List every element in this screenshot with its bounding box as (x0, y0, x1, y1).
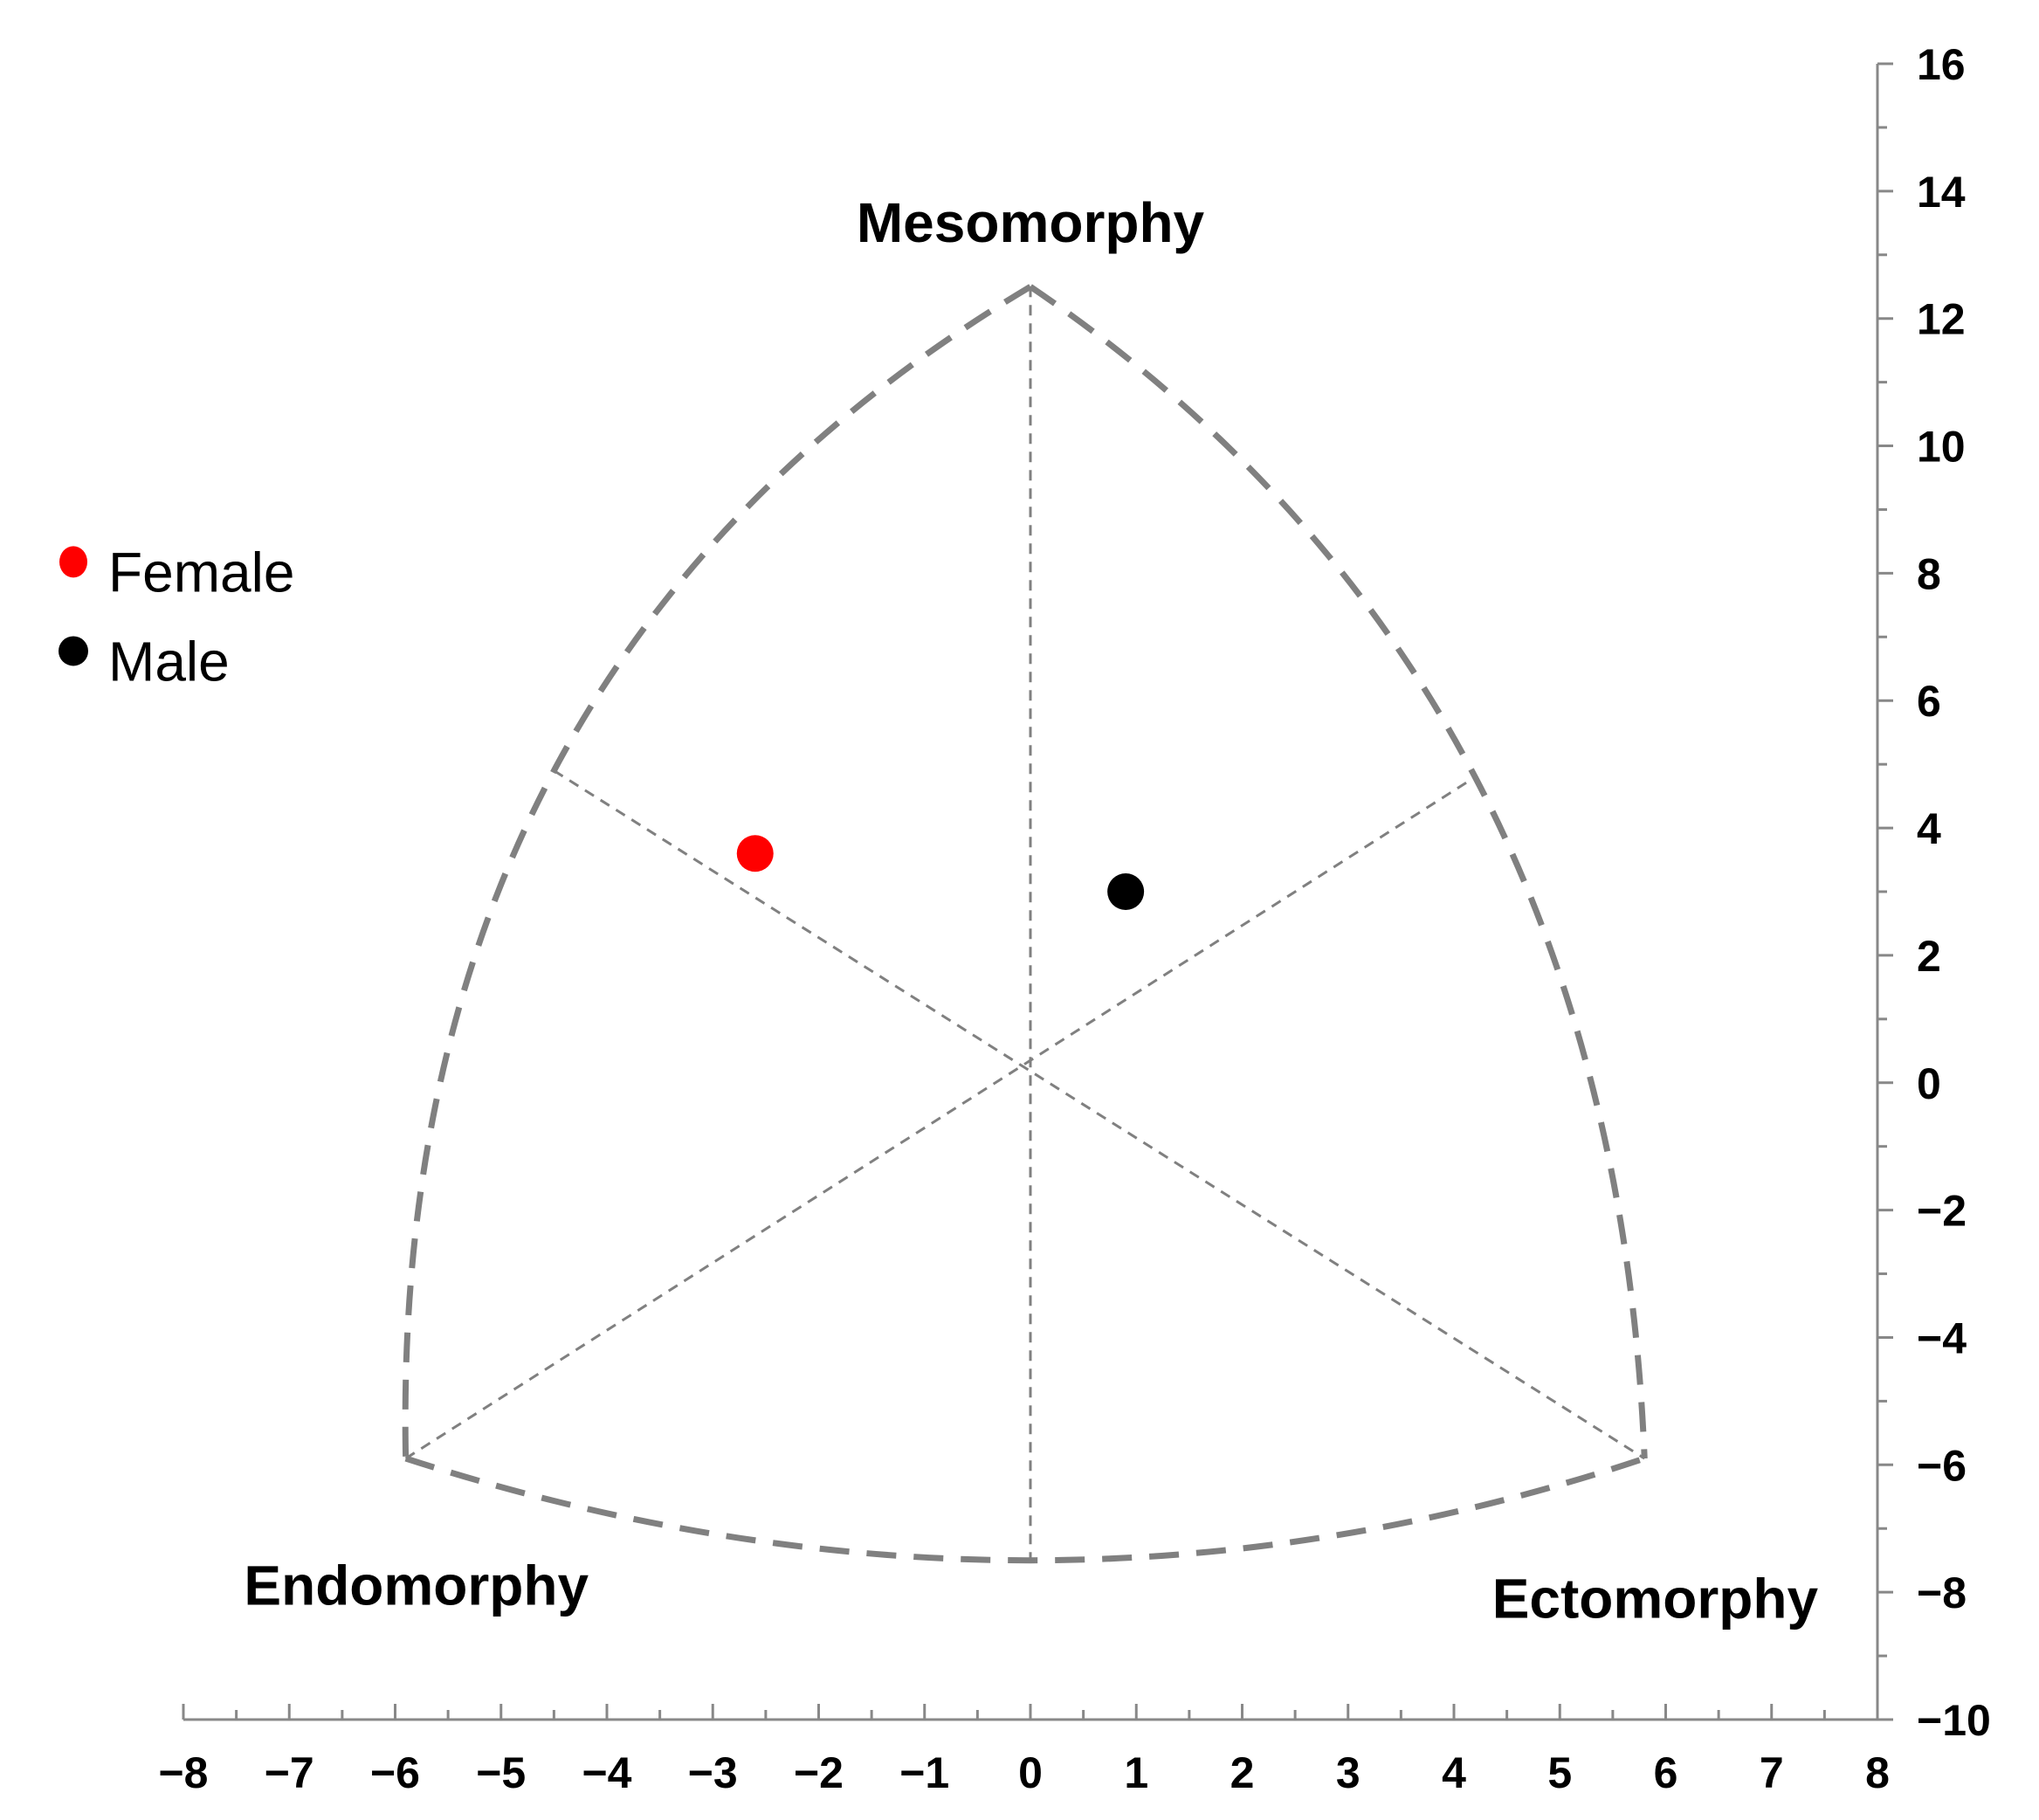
legend: Female Male (59, 541, 294, 693)
y-axis: −10 −8 −6 −4 −2 0 2 4 6 8 10 12 14 16 (1876, 40, 1991, 1745)
y-tick-label: 12 (1917, 295, 1966, 344)
y-tick-label: 0 (1917, 1059, 1941, 1108)
inner-line-diagonal-down (553, 769, 1646, 1460)
mesomorphy-label: Mesomorphy (857, 191, 1205, 254)
somatochart-frame (402, 284, 1648, 1564)
x-tick-label: 2 (1230, 1748, 1255, 1797)
axes: −8 −7 −6 −5 −4 −3 −2 −1 0 1 2 3 4 5 6 7 8 −10−8−6−4−2024… (158, 40, 1990, 1797)
x-tick-label: 6 (1654, 1748, 1678, 1797)
x-tick-label: −3 (688, 1748, 738, 1797)
y-tick-label: −6 (1917, 1441, 1967, 1490)
frame-arc-bottom (404, 1455, 1646, 1564)
x-tick-label: 5 (1547, 1748, 1572, 1797)
data-point-female (736, 835, 774, 872)
x-tick-label: −5 (476, 1748, 526, 1797)
legend-entry-female: Female (59, 541, 294, 603)
y-tick-label: 8 (1917, 549, 1941, 598)
data-points (736, 835, 1145, 910)
y-tick-label: −2 (1917, 1187, 1967, 1236)
x-tick-label: −1 (899, 1748, 949, 1797)
legend-label-female: Female (108, 541, 294, 603)
y-tick-label: 10 (1917, 423, 1966, 472)
y-tick-label: −4 (1917, 1313, 1967, 1362)
frame-arc-right (1029, 284, 1648, 1459)
x-tick-label: −8 (158, 1748, 208, 1797)
legend-entry-male: Male (59, 630, 230, 693)
x-tick-label: −2 (794, 1748, 844, 1797)
x-tick-label: 4 (1442, 1748, 1466, 1797)
x-tick-label: −7 (265, 1748, 314, 1797)
legend-marker-male (59, 636, 88, 666)
x-tick-label: −6 (370, 1748, 420, 1797)
data-point-male (1107, 873, 1145, 910)
x-tick-label: 1 (1124, 1748, 1148, 1797)
y-tick-label: 6 (1917, 677, 1941, 726)
x-tick-label: 8 (1865, 1748, 1890, 1797)
endomorphy-label: Endomorphy (244, 1555, 589, 1617)
legend-label-male: Male (108, 630, 230, 693)
y-tick-label: 2 (1917, 932, 1941, 981)
inner-line-diagonal-up (404, 776, 1477, 1460)
y-tick-label: 14 (1917, 168, 1966, 217)
y-tick-label: 4 (1917, 804, 1941, 853)
ectomorphy-label: Ectomorphy (1492, 1567, 1819, 1630)
y-tick-label: 16 (1917, 40, 1966, 89)
y-tick-label: −8 (1917, 1568, 1967, 1617)
x-axis: −8 −7 −6 −5 −4 −3 −2 −1 0 1 2 3 4 5 6 7 8 (158, 1704, 1890, 1797)
x-tick-label: 7 (1760, 1748, 1784, 1797)
legend-marker-female (59, 546, 87, 578)
x-tick-label: 3 (1336, 1748, 1360, 1797)
x-tick-label: −4 (582, 1748, 631, 1797)
y-tick-label: −10 (1917, 1696, 1991, 1745)
x-tick-label: 0 (1018, 1748, 1043, 1797)
